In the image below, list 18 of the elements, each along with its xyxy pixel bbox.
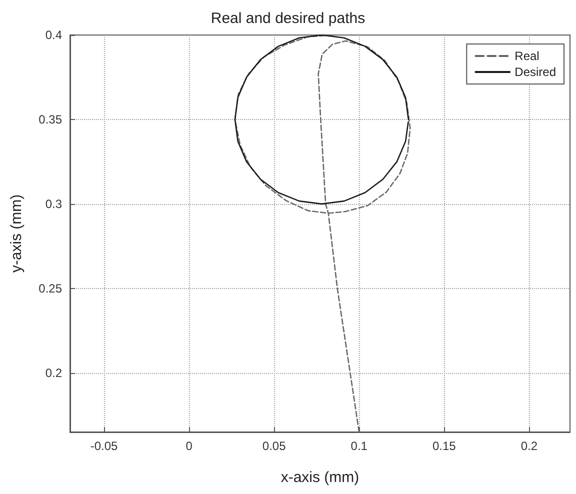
y-tick-label: 0.25 <box>38 281 62 296</box>
x-tick-label: 0.05 <box>262 439 286 453</box>
x-tick-label: 0.2 <box>520 439 538 453</box>
y-tick-label: 0.4 <box>45 28 62 42</box>
y-tick-label: 0.2 <box>45 366 62 380</box>
x-tick-label: -0.05 <box>90 439 118 453</box>
chart-title: Real and desired paths <box>210 10 366 27</box>
y-tick-label: 0.35 <box>38 112 62 126</box>
y-tick-label: 0.3 <box>45 196 62 211</box>
y-axis-title: y-axis (mm) <box>8 194 25 273</box>
line-series <box>234 34 411 433</box>
x-axis-title: x-axis (mm) <box>280 469 360 486</box>
x-tick-label: 0.15 <box>432 439 456 453</box>
x-tick-label: 0 <box>186 439 193 453</box>
x-tick-label: 0.1 <box>350 439 368 453</box>
line-series <box>234 34 410 205</box>
legend-label: Real <box>514 49 540 63</box>
legend-label: Desired <box>514 65 556 79</box>
